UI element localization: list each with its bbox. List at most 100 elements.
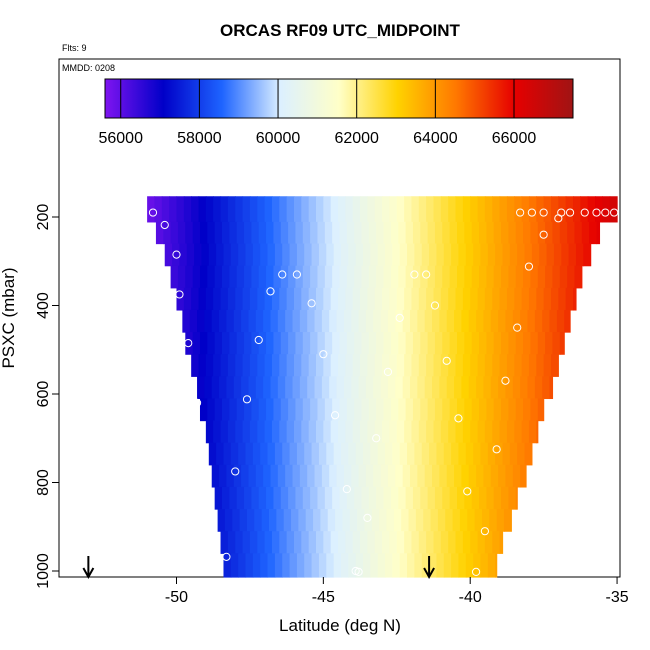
heatmap-cell bbox=[574, 221, 583, 245]
heatmap-cell bbox=[480, 553, 489, 578]
heatmap-cell bbox=[473, 553, 482, 578]
heatmap-cell bbox=[527, 376, 536, 400]
heatmap-cell bbox=[271, 196, 280, 223]
heatmap-cell bbox=[407, 442, 415, 466]
heatmap-cell bbox=[446, 309, 455, 333]
heatmap-cell bbox=[464, 221, 473, 245]
heatmap-cell bbox=[528, 287, 537, 311]
heatmap-cell bbox=[363, 243, 371, 267]
heatmap-cell bbox=[318, 553, 327, 578]
heatmap-cell bbox=[426, 354, 435, 377]
heatmap-cell bbox=[285, 376, 294, 400]
heatmap-cell bbox=[244, 221, 252, 245]
heatmap-cell bbox=[245, 553, 254, 578]
heatmap-cell bbox=[495, 553, 498, 578]
heatmap-cell bbox=[373, 309, 382, 333]
heatmap-cell bbox=[224, 509, 233, 532]
heatmap-cell bbox=[493, 332, 502, 355]
heatmap-cell bbox=[280, 398, 289, 422]
y-tick-label: 200 bbox=[35, 204, 52, 231]
heatmap-cell bbox=[229, 486, 238, 510]
y-tick-label: 600 bbox=[35, 381, 52, 408]
heatmap-cell bbox=[477, 354, 486, 377]
heatmap-cell bbox=[567, 265, 576, 289]
heatmap-cell bbox=[235, 287, 244, 311]
heatmap-cell bbox=[575, 243, 584, 267]
heatmap-cell bbox=[461, 376, 470, 400]
heatmap-cell bbox=[343, 309, 352, 333]
heatmap-cell bbox=[301, 287, 310, 311]
heatmap-cell bbox=[241, 376, 250, 400]
heatmap-cell bbox=[501, 398, 509, 422]
heatmap-cell bbox=[274, 243, 283, 267]
heatmap-cell bbox=[244, 486, 252, 510]
heatmap-cell bbox=[536, 420, 539, 444]
heatmap-cell bbox=[330, 420, 339, 444]
heatmap-cell bbox=[499, 287, 508, 311]
heatmap-cell bbox=[468, 464, 477, 488]
heatmap-cell bbox=[304, 243, 313, 267]
heatmap-cell bbox=[380, 309, 389, 333]
heatmap-cell bbox=[470, 287, 479, 311]
heatmap-cell bbox=[342, 509, 351, 532]
heatmap-cell bbox=[536, 196, 545, 223]
heatmap-cell bbox=[433, 196, 442, 223]
colorbar-ticks: 56000 58000 60000 62000 64000 66000 bbox=[98, 79, 536, 147]
heatmap-cell bbox=[214, 486, 223, 510]
heatmap-cell bbox=[487, 442, 496, 466]
heatmap-cell bbox=[393, 509, 402, 532]
heatmap-cell bbox=[486, 265, 495, 289]
y-axis: 200 400 600 800 1000 bbox=[35, 204, 59, 589]
data-point bbox=[354, 567, 363, 576]
heatmap-cell bbox=[258, 221, 267, 245]
heatmap-cell bbox=[368, 265, 377, 289]
heatmap-cell bbox=[266, 332, 275, 355]
heatmap-cell bbox=[493, 398, 502, 422]
heatmap-cell bbox=[238, 243, 247, 267]
heatmap-cell bbox=[236, 486, 245, 510]
heatmap-cell bbox=[483, 309, 492, 333]
heatmap-cell bbox=[433, 287, 442, 311]
heatmap-cell bbox=[251, 265, 260, 289]
data-point bbox=[513, 323, 522, 332]
heatmap-cell bbox=[404, 287, 413, 311]
heatmap-cell bbox=[226, 464, 235, 488]
heatmap-cell bbox=[345, 531, 354, 554]
heatmap-cell bbox=[517, 243, 526, 267]
heatmap-cell bbox=[455, 354, 464, 377]
heatmap-cell bbox=[407, 243, 415, 267]
heatmap-cell bbox=[279, 531, 288, 554]
heatmap-cell bbox=[179, 243, 188, 267]
heatmap-cell bbox=[490, 309, 499, 333]
heatmap-cell bbox=[255, 309, 264, 333]
heatmap-cell bbox=[387, 464, 396, 488]
heatmap-cell bbox=[596, 221, 601, 245]
heatmap-cell bbox=[464, 486, 473, 510]
heatmap-cell bbox=[264, 287, 273, 311]
heatmap-cell bbox=[440, 196, 449, 223]
heatmap-cell bbox=[252, 243, 261, 267]
heatmap-cell bbox=[451, 553, 460, 578]
heatmap-cell bbox=[273, 332, 282, 355]
heatmap-cell bbox=[581, 221, 590, 245]
heatmap-cell bbox=[408, 509, 417, 532]
heatmap-cell bbox=[336, 376, 345, 400]
data-point bbox=[471, 567, 481, 576]
heatmap-cell bbox=[279, 287, 288, 311]
heatmap-cell bbox=[360, 420, 368, 444]
heatmap-cell bbox=[229, 265, 238, 289]
heatmap-cell bbox=[545, 332, 554, 355]
heatmap-cell bbox=[411, 354, 420, 377]
heatmap-cell bbox=[412, 332, 421, 355]
heatmap-cell bbox=[484, 420, 493, 444]
heatmap-cell bbox=[462, 354, 471, 377]
heatmap-cell bbox=[324, 265, 333, 289]
heatmap-cell bbox=[508, 398, 517, 422]
heatmap-cell bbox=[320, 509, 329, 532]
heatmap-cell bbox=[455, 196, 464, 223]
heatmap-cell bbox=[270, 309, 279, 333]
heatmap-cell bbox=[326, 243, 335, 267]
heatmap-cell bbox=[402, 309, 411, 333]
heatmap-cell bbox=[288, 265, 297, 289]
data-point bbox=[430, 301, 440, 310]
